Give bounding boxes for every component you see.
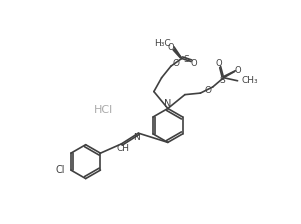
Text: CH: CH [116,144,129,153]
Text: O: O [216,59,222,68]
Text: H₃C: H₃C [154,39,171,47]
Text: CH₃: CH₃ [241,76,258,85]
Text: O: O [204,86,211,95]
Text: S: S [219,76,225,85]
Text: O: O [234,65,241,75]
Text: Cl: Cl [55,165,65,175]
Text: O: O [191,58,197,68]
Text: HCl: HCl [94,105,113,115]
Text: N: N [133,133,140,142]
Text: S: S [183,56,189,65]
Text: O: O [168,43,174,52]
Text: O: O [172,58,179,68]
Text: N: N [164,99,172,109]
